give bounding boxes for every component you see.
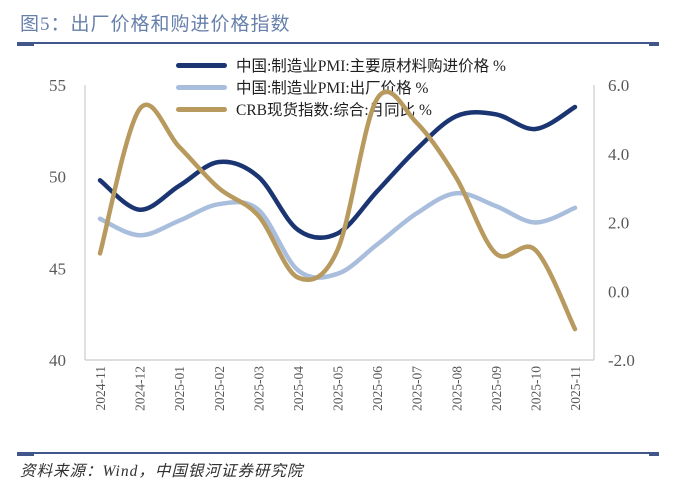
x-axis-tick-label: 2025-01 [172,366,187,411]
y-axis-right-tick-label: 6.0 [608,76,629,95]
x-axis-tick-label: 2025-02 [212,366,227,411]
series-line-1 [97,190,578,280]
legend-swatch-crb-index [176,106,227,112]
legend-item-purchase-price: 中国:制造业PMI:主要原材料购进价格 % [176,54,506,76]
y-axis-right-tick-label: 4.0 [608,145,629,164]
legend-label-purchase-price: 中国:制造业PMI:主要原材料购进价格 % [236,58,506,75]
x-axis-tick-label: 2025-04 [291,366,306,411]
x-axis-tick-label: 2025-09 [489,366,504,411]
x-axis-tick-label: 2024-11 [93,366,108,411]
figure-title: 图5：出厂价格和购进价格指数 [20,14,291,35]
x-axis-tick-label: 2025-06 [370,366,385,411]
legend-swatch-exfactory-price [176,84,227,90]
chart-legend: 中国:制造业PMI:主要原材料购进价格 % 中国:制造业PMI:出厂价格 % C… [176,54,506,120]
source-note: 资料来源：Wind，中国银河证券研究院 [20,463,304,480]
y-axis-left-tick-label: 45 [49,259,66,278]
y-axis-left-tick-label: 55 [49,76,66,95]
y-axis-right-tick-label: 0.0 [608,282,629,301]
x-axis-tick-label: 2025-10 [528,366,543,411]
x-axis-tick-label: 2025-11 [568,366,583,411]
dual-axis-line-chart: 55 50 45 40 6.0 4.0 2.0 0.0 -2.0 2024-11 2024-12 20… [49,76,635,411]
x-axis-tick-label: 2024-12 [133,366,148,411]
y-axis-left-tick-label: 50 [49,168,66,187]
series-line-0 [97,104,578,240]
footer-divider [17,452,659,456]
y-axis-right-tick-label: 2.0 [608,214,629,233]
series-line-2 [97,89,578,332]
x-axis-tick-label: 2025-08 [449,366,464,411]
legend-swatch-purchase-price [176,62,227,68]
x-axis-tick-label: 2025-07 [410,366,425,411]
x-axis-tick-label: 2025-03 [251,366,266,411]
legend-label-crb-index: CRB现货指数:综合:月同比 % [236,102,432,119]
legend-item-crb-index: CRB现货指数:综合:月同比 % [176,98,506,120]
y-axis-right-tick-label: -2.0 [608,351,635,370]
x-axis-tick-label: 2025-05 [331,366,346,411]
y-axis-left-tick-label: 40 [49,351,66,370]
title-divider [17,42,659,46]
